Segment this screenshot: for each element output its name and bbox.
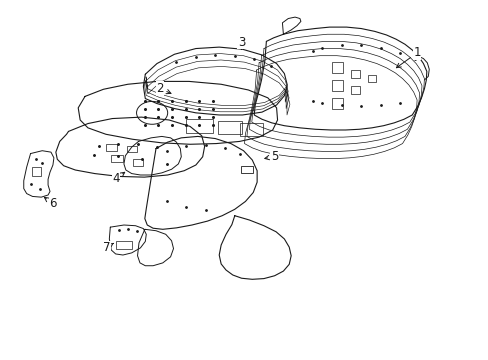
Bar (106, 144, 116, 151)
Text: 7: 7 (102, 241, 113, 255)
Bar (126, 147, 136, 152)
Bar (351, 86, 360, 94)
Bar (116, 241, 131, 249)
Bar (331, 98, 342, 109)
Text: 5: 5 (264, 150, 278, 163)
Bar (132, 159, 143, 166)
Bar (217, 121, 242, 134)
Bar (331, 62, 342, 73)
Bar (331, 80, 342, 91)
Bar (351, 69, 360, 78)
Text: 3: 3 (237, 36, 245, 49)
Text: 1: 1 (396, 46, 420, 68)
Text: 6: 6 (44, 197, 57, 210)
Bar (240, 166, 252, 173)
Bar (111, 155, 122, 162)
Text: 4: 4 (112, 172, 124, 185)
Bar (368, 75, 375, 82)
Text: 2: 2 (156, 82, 171, 95)
Bar (239, 123, 263, 136)
Bar (186, 118, 212, 133)
Bar (31, 167, 41, 176)
